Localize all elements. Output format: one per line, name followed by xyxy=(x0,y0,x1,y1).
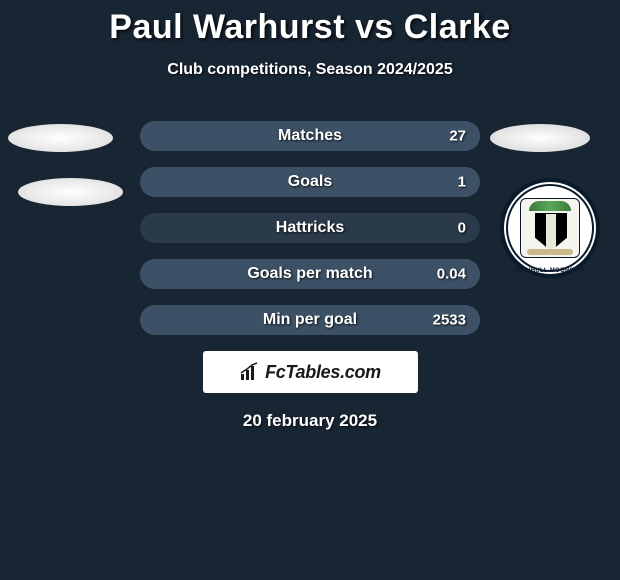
bar-chart-icon xyxy=(239,362,261,382)
stat-row: Goals per match 0.04 xyxy=(140,259,480,289)
stat-value-right: 0.04 xyxy=(437,266,466,283)
stat-label: Hattricks xyxy=(276,219,344,237)
stat-row: Matches 27 xyxy=(140,121,480,151)
stat-label: Goals per match xyxy=(247,265,372,283)
stat-row: Hattricks 0 xyxy=(140,213,480,243)
stats-block: Matches 27 Goals 1 Hattricks 0 Goals per match… xyxy=(0,121,620,335)
stat-value-right: 0 xyxy=(458,220,466,237)
stat-label: Goals xyxy=(288,173,332,191)
stat-value-right: 1 xyxy=(458,174,466,191)
stat-row: Goals 1 xyxy=(140,167,480,197)
footer-date: 20 february 2025 xyxy=(0,411,620,431)
branding-logo[interactable]: FcTables.com xyxy=(203,351,418,393)
stat-row: Min per goal 2533 xyxy=(140,305,480,335)
page-subtitle: Club competitions, Season 2024/2025 xyxy=(0,61,620,79)
stat-value-right: 2533 xyxy=(433,312,466,329)
stat-label: Min per goal xyxy=(263,311,357,329)
stat-value-right: 27 xyxy=(449,128,466,145)
page-title: Paul Warhurst vs Clarke xyxy=(0,0,620,47)
stat-label: Matches xyxy=(278,127,342,145)
branding-logo-text: FcTables.com xyxy=(265,362,381,383)
